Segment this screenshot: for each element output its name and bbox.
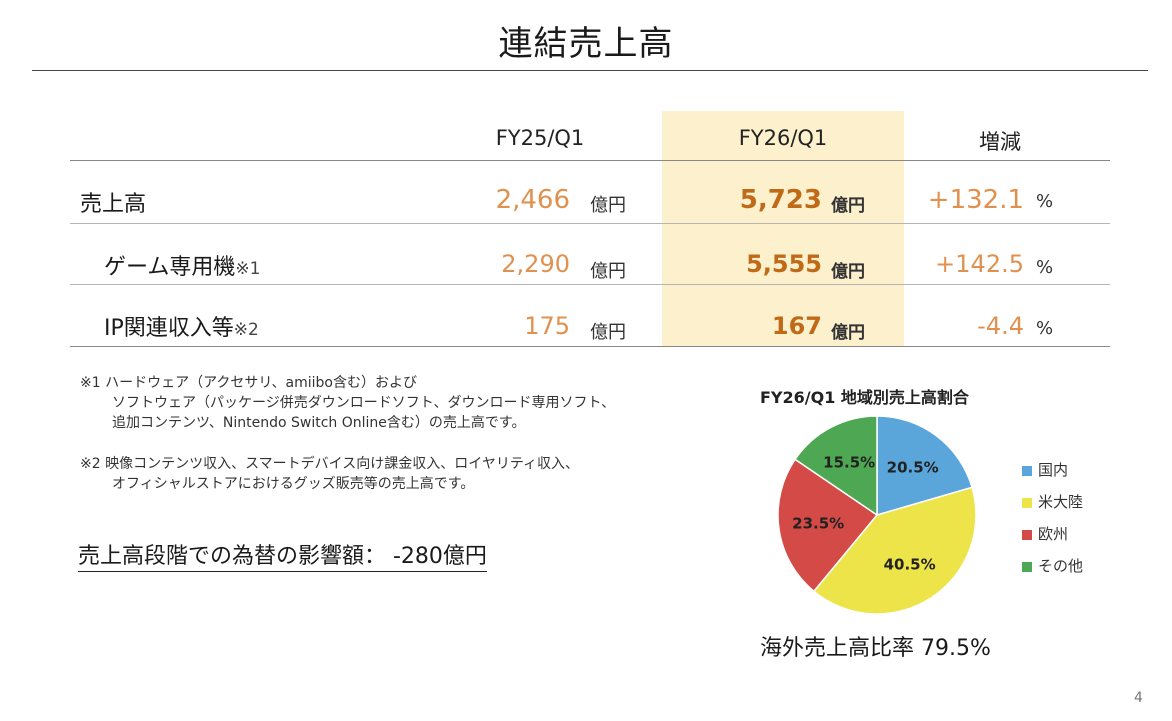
pie-data-label: 20.5% — [887, 458, 939, 476]
footnote-line: ※1 ハードウェア（アクセサリ、amiibo含む）および — [80, 375, 417, 391]
row-label-dedicated-hardware: ゲーム専用機※1 — [104, 249, 260, 281]
table-row-rule — [70, 223, 1110, 224]
footnote-1: ※1 ハードウェア（アクセサリ、amiibo含む）および ソフトウェア（パッケー… — [80, 373, 615, 433]
page-title: 連結売上高 — [498, 24, 674, 64]
chart-title: FY26/Q1 地域別売上高割合 — [760, 388, 969, 407]
dedicated-fy25-value: 2,290 — [501, 250, 570, 278]
unit-label: 億円 — [831, 262, 865, 282]
unit-label: 億円 — [590, 195, 626, 216]
pie-slice-americas — [812, 486, 977, 615]
unit-label: 億円 — [590, 261, 626, 282]
footnote-line: オフィシャルストアにおけるグッズ販売等の売上高です。 — [112, 476, 475, 492]
legend-item: 米大陸 — [1022, 491, 1083, 512]
legend-swatch — [1022, 561, 1032, 572]
row-label-net-sales: 売上高 — [80, 186, 146, 218]
table-row-rule — [70, 284, 1110, 285]
footnote-line: ※2 映像コンテンツ収入、スマートデバイス向け課金収入、ロイヤリティ収入、 — [80, 456, 579, 472]
fx-impact-text: 売上高段階での為替の影響額： -280億円 — [78, 538, 487, 572]
legend-item: 国内 — [1022, 459, 1068, 480]
percent-label: % — [1036, 191, 1054, 212]
dedicated-change-value: +142.5 — [935, 250, 1024, 278]
page-number: 4 — [1134, 690, 1143, 706]
percent-label: % — [1036, 257, 1054, 278]
dedicated-fy26-value: 5,555 — [746, 250, 822, 278]
row-label-text: IP関連収入等 — [104, 316, 234, 341]
net-sales-fy25-value: 2,466 — [495, 185, 570, 215]
pie-chart: 20.5% 40.5% 23.5% 15.5% — [777, 415, 977, 615]
ip-fy25-value: 175 — [524, 312, 570, 340]
pie-slice-domestic — [876, 415, 973, 516]
ip-change-value: -4.4 — [977, 312, 1024, 340]
legend-swatch — [1022, 465, 1032, 476]
header-fy26: FY26/Q1 — [738, 126, 828, 150]
ip-fy26-value: 167 — [771, 312, 822, 340]
pie-data-label: 40.5% — [884, 556, 936, 574]
unit-label: 億円 — [831, 196, 865, 216]
title-divider — [32, 70, 1148, 71]
legend-swatch — [1022, 497, 1032, 508]
overseas-sales-ratio: 海外売上高比率 79.5% — [760, 636, 991, 661]
row-note: ※2 — [233, 320, 259, 340]
legend-label: その他 — [1038, 557, 1084, 575]
table-header-rule — [70, 160, 1110, 161]
header-fy25: FY25/Q1 — [495, 126, 585, 150]
legend-label: 米大陸 — [1038, 493, 1084, 511]
footnote-line: ソフトウェア（パッケージ併売ダウンロードソフト、ダウンロード専用ソフト、 — [112, 395, 616, 411]
net-sales-fy26-value: 5,723 — [739, 185, 822, 215]
row-label-text: ゲーム専用機 — [104, 255, 236, 280]
pie-data-label: 15.5% — [823, 454, 875, 472]
fy26-highlight-column — [662, 111, 904, 347]
pie-data-label: 23.5% — [792, 514, 844, 532]
row-note: ※1 — [235, 259, 261, 279]
legend-label: 欧州 — [1038, 525, 1069, 543]
legend-swatch — [1022, 529, 1032, 540]
footnote-2: ※2 映像コンテンツ収入、スマートデバイス向け課金収入、ロイヤリティ収入、 オフ… — [80, 454, 579, 494]
percent-label: % — [1036, 318, 1054, 339]
row-label-ip-revenue: IP関連収入等※2 — [104, 310, 259, 342]
table-bottom-rule — [70, 346, 1110, 347]
header-change: 増減 — [979, 130, 1021, 154]
net-sales-change-value: +132.1 — [927, 185, 1024, 215]
unit-label: 億円 — [590, 322, 626, 343]
legend-item: その他 — [1022, 555, 1083, 576]
pie-slice-other — [794, 415, 878, 517]
footnote-line: 追加コンテンツ、Nintendo Switch Online含む）の売上高です。 — [112, 415, 526, 431]
pie-slice-europe — [777, 458, 879, 593]
legend-label: 国内 — [1038, 461, 1069, 479]
unit-label: 億円 — [831, 323, 865, 343]
row-label-text: 売上高 — [80, 192, 147, 217]
legend-item: 欧州 — [1022, 523, 1068, 544]
